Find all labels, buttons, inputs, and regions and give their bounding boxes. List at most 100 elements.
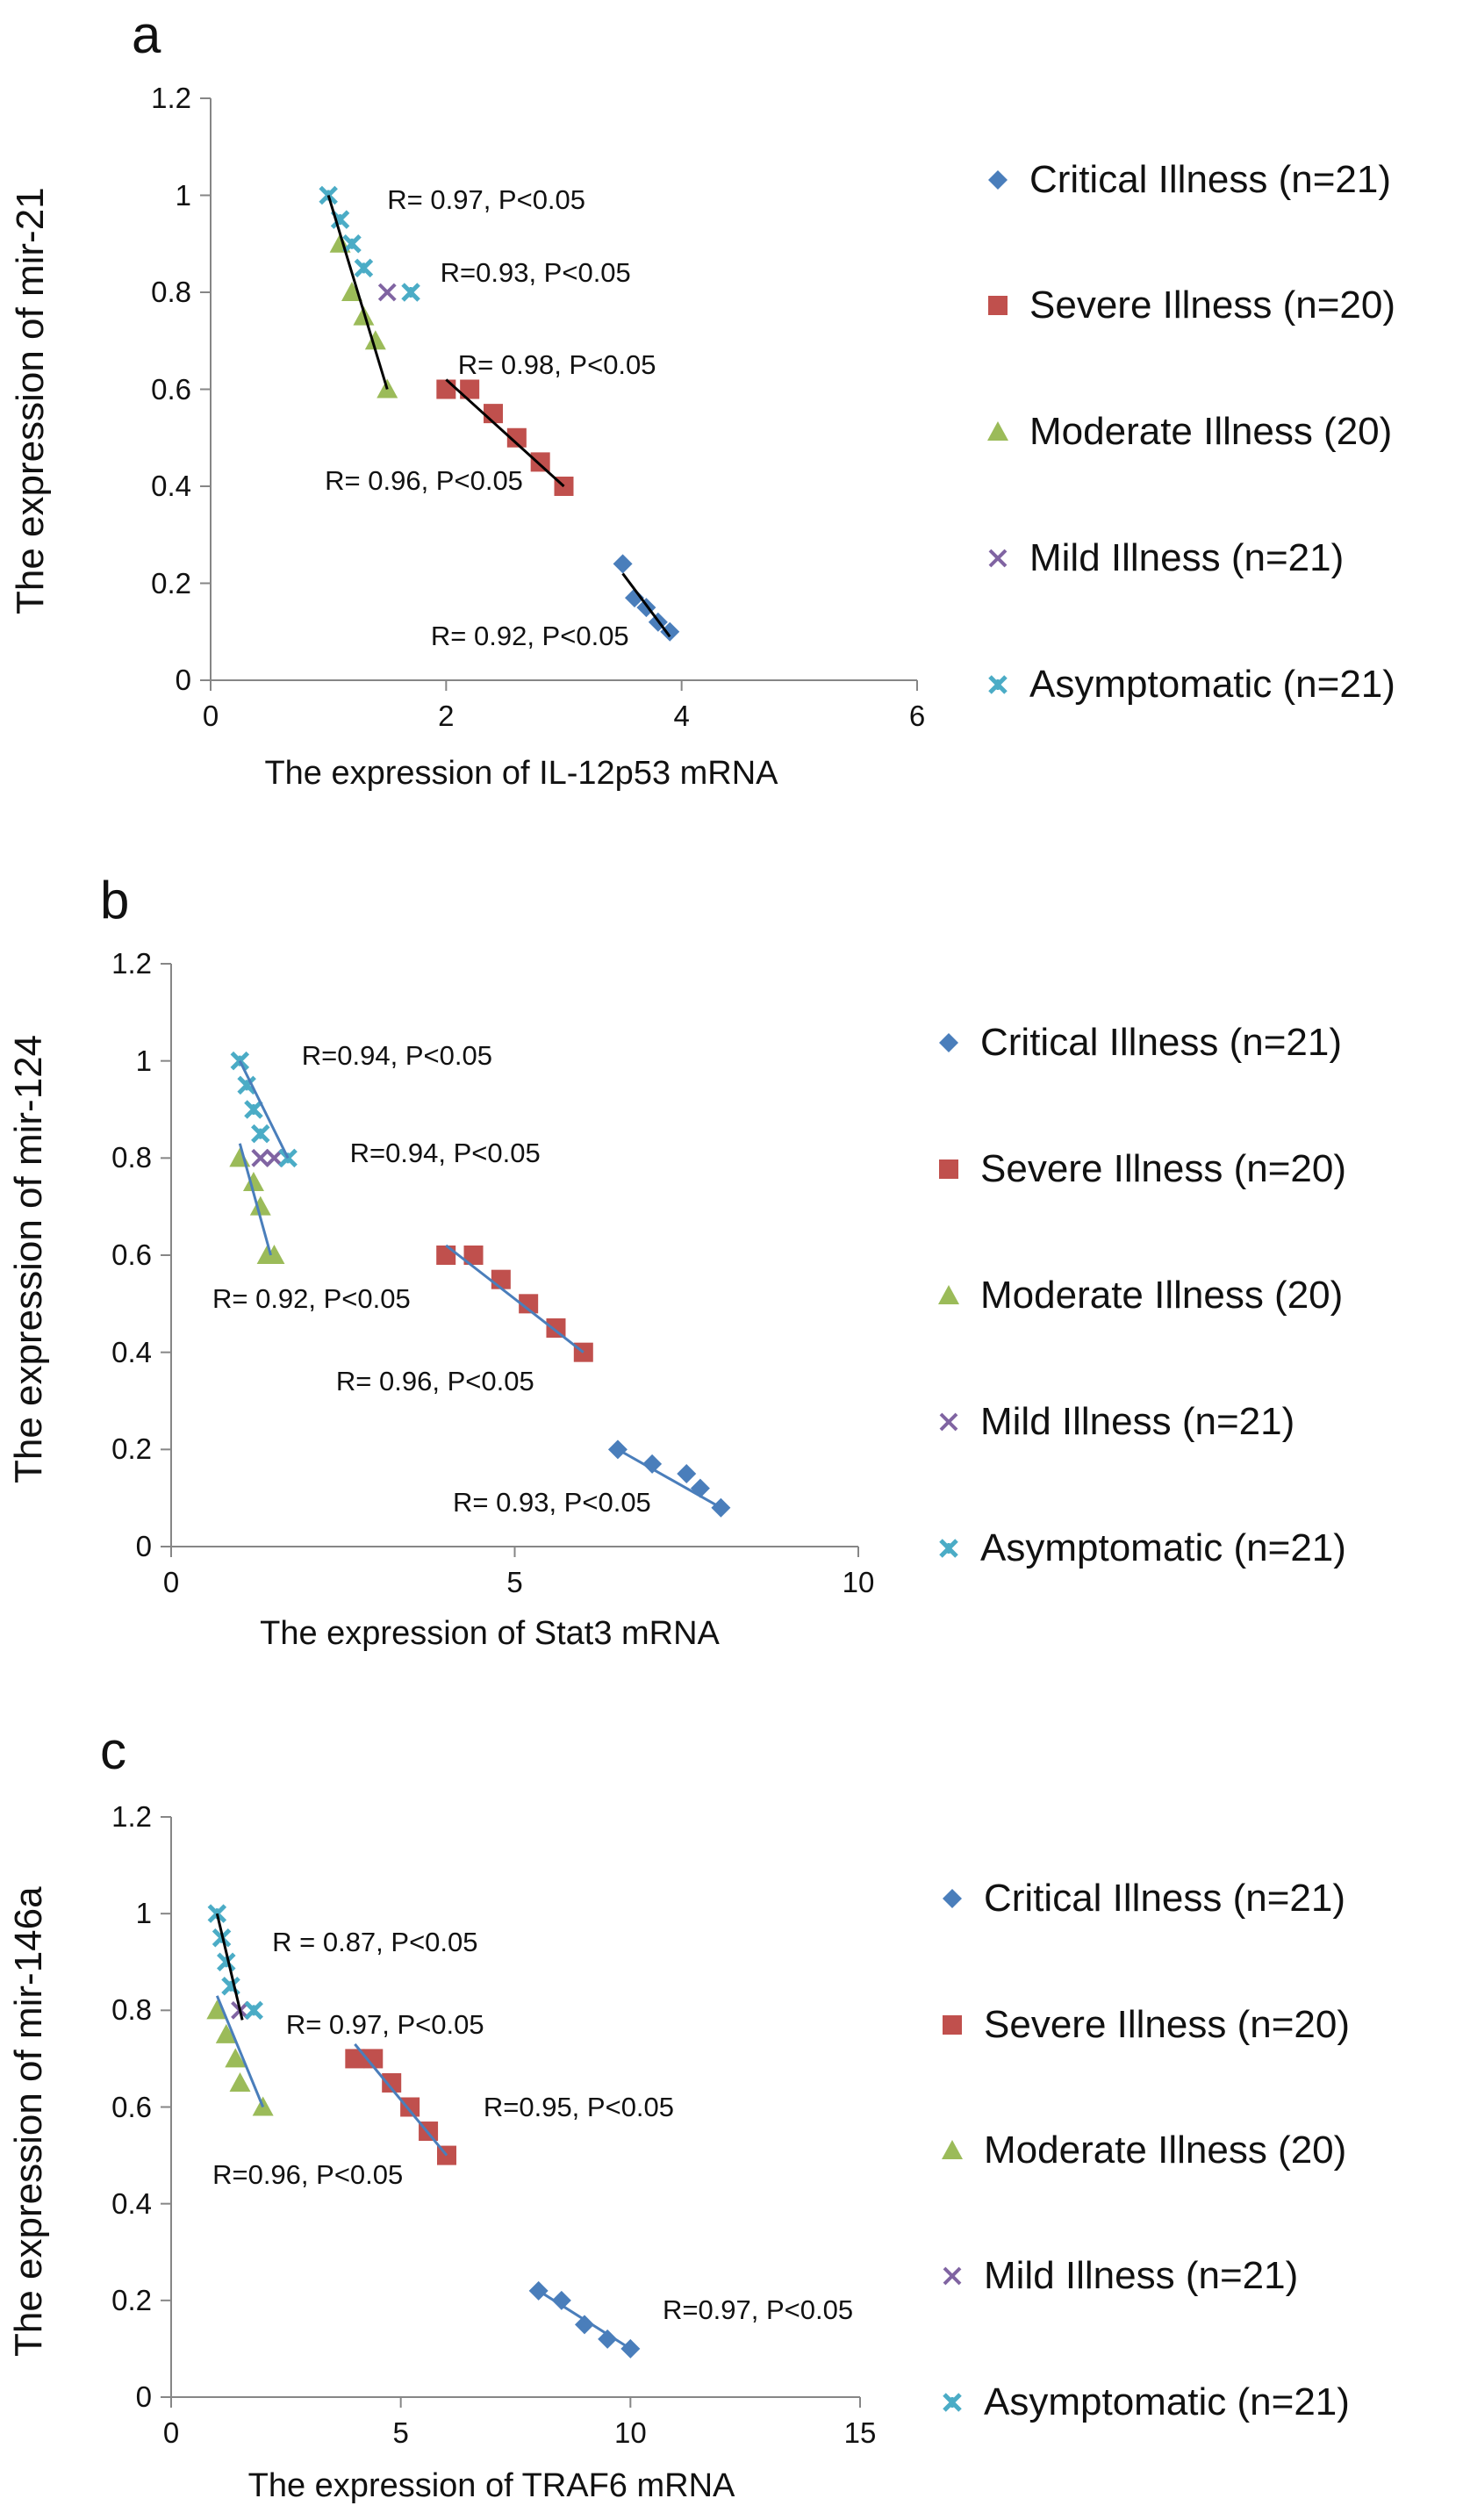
legend-symbol — [943, 2015, 962, 2035]
legend-label: Critical Illness (n=21) — [980, 1021, 1343, 1064]
correlation-annotation: R=0.96, P<0.05 — [212, 2158, 404, 2190]
data-point-asymptomatic — [278, 1148, 298, 1168]
x-tick-label: 5 — [506, 1566, 523, 1598]
data-point-severe — [506, 427, 527, 448]
y-tick-label: 0.2 — [111, 1432, 152, 1466]
x-axis-label: The expression of IL-12p53 mRNA — [264, 755, 778, 792]
legend-marker-square-icon — [980, 288, 1015, 323]
legend-item: Critical Illness (n=21) — [935, 1877, 1345, 1921]
correlation-annotation: R= 0.96, P<0.05 — [335, 1365, 534, 1396]
data-point-severe — [484, 404, 503, 424]
legend-marker-x-icon — [980, 541, 1015, 576]
plot-area — [161, 963, 859, 1557]
trend-line-moderate — [238, 1143, 272, 1256]
trend-line-asymptomatic — [215, 1913, 244, 2021]
data-point-asymptomatic — [244, 1100, 263, 1119]
legend-label: Severe Illness (n=20) — [984, 2003, 1350, 2046]
data-point-asymptomatic — [237, 1075, 256, 1095]
legend-symbol — [939, 1033, 958, 1052]
trend-line-critical — [537, 2289, 632, 2351]
legend-symbol — [943, 2393, 962, 2412]
legend-symbol — [943, 1889, 962, 1908]
legend-label: Severe Illness (n=20) — [980, 1147, 1346, 1190]
y-tick-label: 0.8 — [151, 276, 191, 308]
legend-symbol — [988, 549, 1008, 568]
legend-label: Mild Illness (n=21) — [1029, 536, 1345, 579]
legend-symbol — [942, 2140, 963, 2159]
y-tick-label: 1 — [175, 178, 191, 212]
correlation-annotation: R=0.95, P<0.05 — [483, 2091, 675, 2122]
y-tick-label: 0.8 — [111, 1141, 152, 1174]
x-tick-label: 0 — [202, 700, 219, 732]
trend-line-severe — [354, 2043, 448, 2157]
y-tick-label: 0.6 — [111, 2090, 152, 2123]
data-point-asymptomatic — [251, 1124, 270, 1144]
correlation-annotation: R=0.97, P<0.05 — [662, 2294, 854, 2325]
legend-marker-triangle-icon — [935, 2133, 970, 2168]
legend-marker-triangle-icon — [980, 414, 1015, 449]
y-tick-label: 0.4 — [151, 470, 191, 502]
legend-label: Moderate Illness (20) — [980, 1274, 1344, 1317]
legend-symbol — [939, 1539, 958, 1558]
trend-line-critical — [617, 1448, 722, 1510]
data-point-critical — [551, 2290, 571, 2310]
panel-b: b The expression of mir-124 The expressi… — [0, 860, 1463, 1703]
data-point-asymptomatic — [401, 283, 420, 302]
legend-label: Critical Illness (n=21) — [1029, 158, 1392, 201]
panel-label: a — [132, 5, 161, 64]
legend-item: Critical Illness (n=21) — [980, 158, 1391, 202]
data-point-severe — [530, 452, 550, 472]
legend-label: Asymptomatic (n=21) — [984, 2380, 1350, 2423]
legend-item: Severe Illness (n=20) — [931, 1147, 1346, 1191]
data-point-critical — [620, 2338, 641, 2358]
legend-symbol — [987, 421, 1008, 441]
legend-item: Moderate Illness (20) — [931, 1274, 1343, 1317]
y-tick-label: 1.2 — [111, 1800, 152, 1833]
data-point-critical — [625, 588, 644, 608]
legend-label: Moderate Illness (20) — [1029, 410, 1393, 453]
data-point-moderate — [242, 1172, 264, 1191]
data-point-severe — [363, 2049, 384, 2069]
data-point-moderate — [215, 2023, 237, 2043]
legend-label: Moderate Illness (20) — [984, 2129, 1347, 2172]
legend-label: Critical Illness (n=21) — [984, 1877, 1346, 1920]
plot-area — [161, 1816, 861, 2408]
data-point-moderate — [225, 2048, 247, 2068]
data-point-severe — [546, 1318, 566, 1338]
x-axis-label: The expression of Stat3 mRNA — [260, 1615, 720, 1652]
data-point-moderate — [364, 330, 386, 350]
trend-line-asymptomatic — [238, 1060, 290, 1159]
y-tick-label: 1 — [135, 1044, 152, 1077]
legend-item: Severe Illness (n=20) — [980, 284, 1395, 327]
data-point-severe — [400, 2097, 420, 2117]
legend-symbol — [939, 1412, 958, 1432]
correlation-annotation: R= 0.96, P<0.05 — [325, 465, 523, 497]
legend-symbol — [988, 296, 1008, 315]
y-tick-label: 0.4 — [111, 1335, 152, 1368]
data-point-severe — [491, 1269, 511, 1289]
x-tick-label: 0 — [162, 1566, 180, 1598]
x-tick-label: 4 — [673, 700, 690, 732]
y-tick-label: 0.6 — [151, 372, 191, 406]
panel-label: b — [100, 871, 130, 930]
correlation-annotation: R= 0.92, P<0.05 — [430, 621, 629, 652]
legend-item: Mild Illness (n=21) — [935, 2254, 1298, 2298]
legend-label: Mild Illness (n=21) — [984, 2254, 1299, 2297]
x-axis-label: The expression of TRAF6 mRNA — [247, 2467, 735, 2504]
data-point-asymptomatic — [354, 258, 374, 278]
legend-item: Moderate Illness (20) — [980, 410, 1392, 454]
legend-item: Asymptomatic (n=21) — [935, 2380, 1350, 2424]
data-point-critical — [607, 1439, 628, 1460]
panel-c: c The expression of mir-146a The express… — [0, 1707, 1463, 2520]
legend-marker-x-icon — [931, 1404, 966, 1439]
legend-item: Severe Illness (n=20) — [935, 2003, 1350, 2047]
legend-marker-x-icon — [935, 2258, 970, 2294]
correlation-annotation: R= 0.92, P<0.05 — [212, 1282, 411, 1314]
plot-area — [200, 97, 918, 691]
data-point-critical — [711, 1497, 731, 1518]
data-point-critical — [575, 2315, 594, 2335]
legend-marker-diamond-icon — [931, 1025, 966, 1060]
x-tick-label: 15 — [843, 2416, 877, 2449]
data-point-mild — [251, 1148, 270, 1167]
legend-item: Mild Illness (n=21) — [931, 1400, 1294, 1444]
